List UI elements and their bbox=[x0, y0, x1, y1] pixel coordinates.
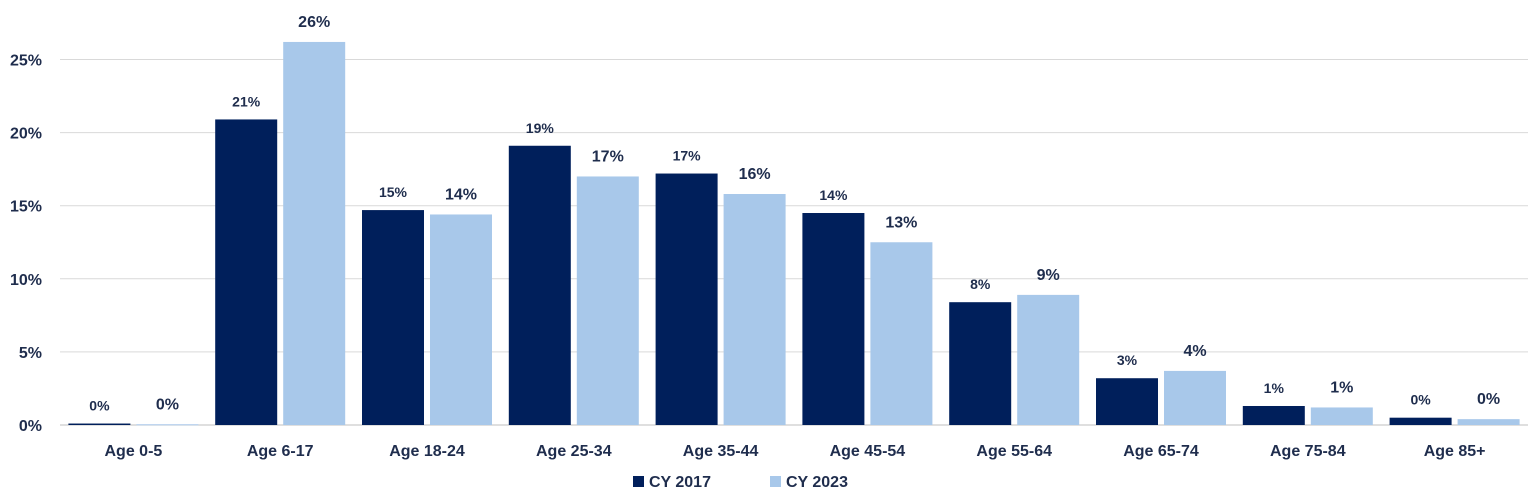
data-label: 14% bbox=[445, 186, 477, 203]
bar-cy2017 bbox=[655, 173, 718, 425]
data-label: 13% bbox=[885, 214, 917, 231]
data-label: 16% bbox=[739, 166, 771, 183]
data-label: 3% bbox=[1117, 352, 1138, 368]
x-category-label: Age 85+ bbox=[1424, 443, 1486, 460]
data-label: 21% bbox=[232, 93, 261, 109]
bar-cy2023 bbox=[136, 424, 199, 426]
bar-cy2023 bbox=[870, 242, 933, 425]
data-label: 0% bbox=[156, 396, 179, 413]
bar-cy2023 bbox=[1017, 294, 1080, 425]
data-label: 8% bbox=[970, 276, 991, 292]
data-label: 14% bbox=[819, 187, 848, 203]
legend-label: CY 2023 bbox=[786, 474, 848, 491]
y-tick-label: 5% bbox=[19, 345, 42, 362]
x-category-label: Age 65-74 bbox=[1123, 443, 1199, 460]
legend-swatch bbox=[770, 476, 781, 487]
bar-cy2017 bbox=[802, 213, 865, 425]
bar-cy2023 bbox=[576, 176, 639, 425]
x-category-label: Age 0-5 bbox=[105, 443, 163, 460]
y-tick-label: 0% bbox=[19, 418, 42, 435]
x-category-label: Age 75-84 bbox=[1270, 443, 1346, 460]
data-label: 19% bbox=[526, 120, 555, 136]
legend: CY 2017 CY 2023 bbox=[633, 474, 848, 491]
y-axis: 0% 5% 10% 15% 20% 25% bbox=[10, 53, 42, 436]
data-label: 1% bbox=[1264, 380, 1285, 396]
data-label: 4% bbox=[1183, 343, 1206, 360]
y-tick-label: 25% bbox=[10, 53, 42, 70]
x-category-label: Age 35-44 bbox=[683, 443, 759, 460]
gridlines bbox=[60, 59, 1528, 426]
bar-cy2023 bbox=[1457, 419, 1520, 425]
data-label: 0% bbox=[1410, 392, 1431, 408]
data-label: 0% bbox=[89, 398, 110, 414]
data-label: 17% bbox=[673, 148, 702, 164]
data-label: 1% bbox=[1330, 379, 1353, 396]
bar-cy2017 bbox=[1389, 417, 1452, 425]
bar-cy2017 bbox=[1096, 378, 1158, 425]
bar-cy2023 bbox=[723, 194, 786, 425]
bar-cy2023 bbox=[1164, 370, 1226, 425]
data-label: 0% bbox=[1477, 391, 1500, 408]
bar-cy2017 bbox=[508, 145, 571, 425]
legend-label: CY 2017 bbox=[649, 474, 711, 491]
bar-cy2023 bbox=[283, 41, 346, 426]
x-category-label: Age 45-54 bbox=[830, 443, 906, 460]
bar-cy2017 bbox=[68, 423, 131, 425]
y-tick-label: 15% bbox=[10, 199, 42, 216]
data-label: 15% bbox=[379, 184, 408, 200]
bar-cy2023 bbox=[1310, 407, 1373, 425]
x-category-label: Age 6-17 bbox=[247, 443, 314, 460]
x-axis: Age 0-5 Age 6-17 Age 18-24 Age 25-34 Age 35-… bbox=[105, 443, 1486, 460]
legend-swatch bbox=[633, 476, 644, 487]
data-labels: 0% 0% 21% 26% 15% 14% 19% 17% 17% 16% 14% 13% 8% 9% 3%… bbox=[89, 14, 1500, 414]
data-label: 9% bbox=[1037, 267, 1060, 284]
data-label: 26% bbox=[298, 14, 330, 31]
x-category-label: Age 25-34 bbox=[536, 443, 612, 460]
bar-cy2017 bbox=[362, 210, 424, 425]
x-category-label: Age 18-24 bbox=[389, 443, 465, 460]
y-tick-label: 20% bbox=[10, 126, 42, 143]
bar-cy2017 bbox=[1242, 405, 1305, 425]
bar-cy2017 bbox=[949, 302, 1012, 425]
data-label: 17% bbox=[592, 148, 624, 165]
bar-cy2017 bbox=[215, 119, 278, 425]
bars bbox=[68, 41, 1520, 426]
bar-cy2023 bbox=[430, 214, 492, 425]
x-category-label: Age 55-64 bbox=[976, 443, 1052, 460]
y-tick-label: 10% bbox=[10, 272, 42, 289]
